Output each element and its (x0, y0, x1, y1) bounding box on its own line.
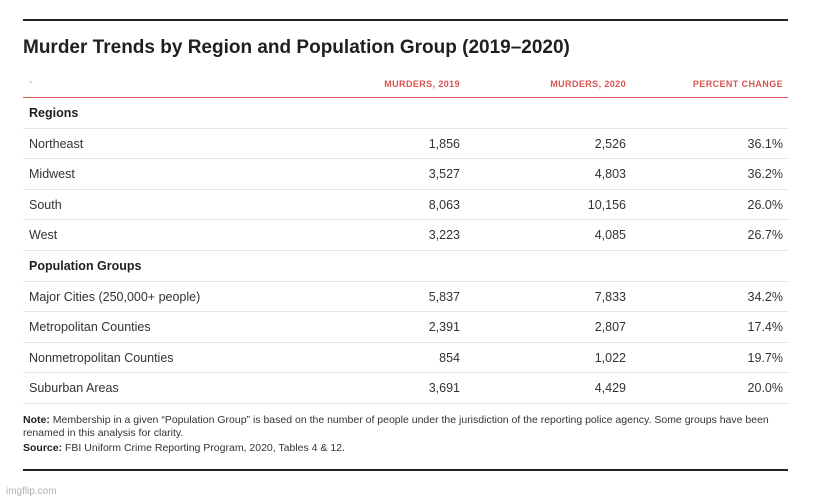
row-label: Suburban Areas (29, 381, 119, 396)
top-rule (23, 19, 788, 21)
murders-2020-value: 4,803 (594, 167, 626, 182)
murders-2020-value: 2,807 (594, 320, 626, 335)
data-table: - MURDERS, 2019 MURDERS, 2020 PERCENT CH… (23, 70, 788, 404)
murders-2019-value: 854 (439, 350, 460, 365)
percent-change-value: 36.1% (747, 136, 783, 151)
table-row: Metropolitan Counties 2,391 2,807 17.4% (23, 312, 788, 343)
row-label: Northeast (29, 136, 84, 151)
source-text-block: Source: FBI Uniform Crime Reporting Prog… (23, 442, 788, 455)
table-row: Midwest 3,527 4,803 36.2% (23, 159, 788, 190)
murders-2019-value: 5,837 (428, 289, 460, 304)
murders-2020-value: 1,022 (594, 350, 626, 365)
murders-2019-value: 3,527 (428, 167, 460, 182)
bottom-rule (23, 469, 788, 471)
row-label: South (29, 197, 62, 212)
row-label: Midwest (29, 167, 75, 182)
table-row: Nonmetropolitan Counties 854 1,022 19.7% (23, 343, 788, 374)
note-text: Membership in a given “Population Group”… (23, 414, 769, 439)
group-header-population-groups: Population Groups (23, 251, 788, 282)
table-row: West 3,223 4,085 26.7% (23, 220, 788, 251)
table-header: - MURDERS, 2019 MURDERS, 2020 PERCENT CH… (23, 70, 788, 98)
source-label: Source: (23, 442, 63, 454)
murders-2019-value: 3,223 (428, 228, 460, 243)
percent-change-value: 36.2% (747, 167, 783, 182)
percent-change-value: 34.2% (747, 289, 783, 304)
percent-change-value: 19.7% (747, 350, 783, 365)
group-label: Population Groups (29, 258, 142, 273)
murders-2020-value: 7,833 (594, 289, 626, 304)
corner-label: - (29, 77, 33, 88)
murders-2020-value: 10,156 (587, 197, 626, 212)
murders-2020-value: 4,085 (594, 228, 626, 243)
row-label: Nonmetropolitan Counties (29, 350, 174, 365)
percent-change-value: 26.7% (747, 228, 783, 243)
table-row: Northeast 1,856 2,526 36.1% (23, 129, 788, 160)
group-label: Regions (29, 106, 79, 120)
watermark: imgflip.com (6, 486, 57, 497)
murders-2019-value: 8,063 (428, 197, 460, 212)
group-header-regions: Regions (23, 98, 788, 129)
source-text: FBI Uniform Crime Reporting Program, 202… (65, 442, 345, 454)
table-row: South 8,063 10,156 26.0% (23, 190, 788, 221)
murders-2019-value: 2,391 (428, 320, 460, 335)
murders-2020-value: 2,526 (594, 136, 626, 151)
murders-2020-value: 4,429 (594, 381, 626, 396)
murders-2019-value: 1,856 (428, 136, 460, 151)
row-label: Metropolitan Counties (29, 320, 151, 335)
row-label: West (29, 228, 58, 243)
table-row: Major Cities (250,000+ people) 5,837 7,8… (23, 282, 788, 313)
percent-change-value: 26.0% (747, 197, 783, 212)
percent-change-value: 17.4% (747, 320, 783, 335)
murders-2019-value: 3,691 (428, 381, 460, 396)
percent-change-value: 20.0% (747, 381, 783, 396)
table-row: Suburban Areas 3,691 4,429 20.0% (23, 373, 788, 404)
page-title: Murder Trends by Region and Population G… (23, 37, 570, 58)
note-text-block: Note: Membership in a given “Population … (23, 414, 788, 440)
note-label: Note: (23, 414, 50, 426)
column-header-murders-2020: MURDERS, 2020 (550, 79, 626, 89)
column-header-percent-change: PERCENT CHANGE (692, 79, 783, 89)
column-header-murders-2019: MURDERS, 2019 (384, 79, 460, 89)
row-label: Major Cities (250,000+ people) (29, 289, 201, 304)
footnotes: Note: Membership in a given “Population … (23, 414, 788, 455)
